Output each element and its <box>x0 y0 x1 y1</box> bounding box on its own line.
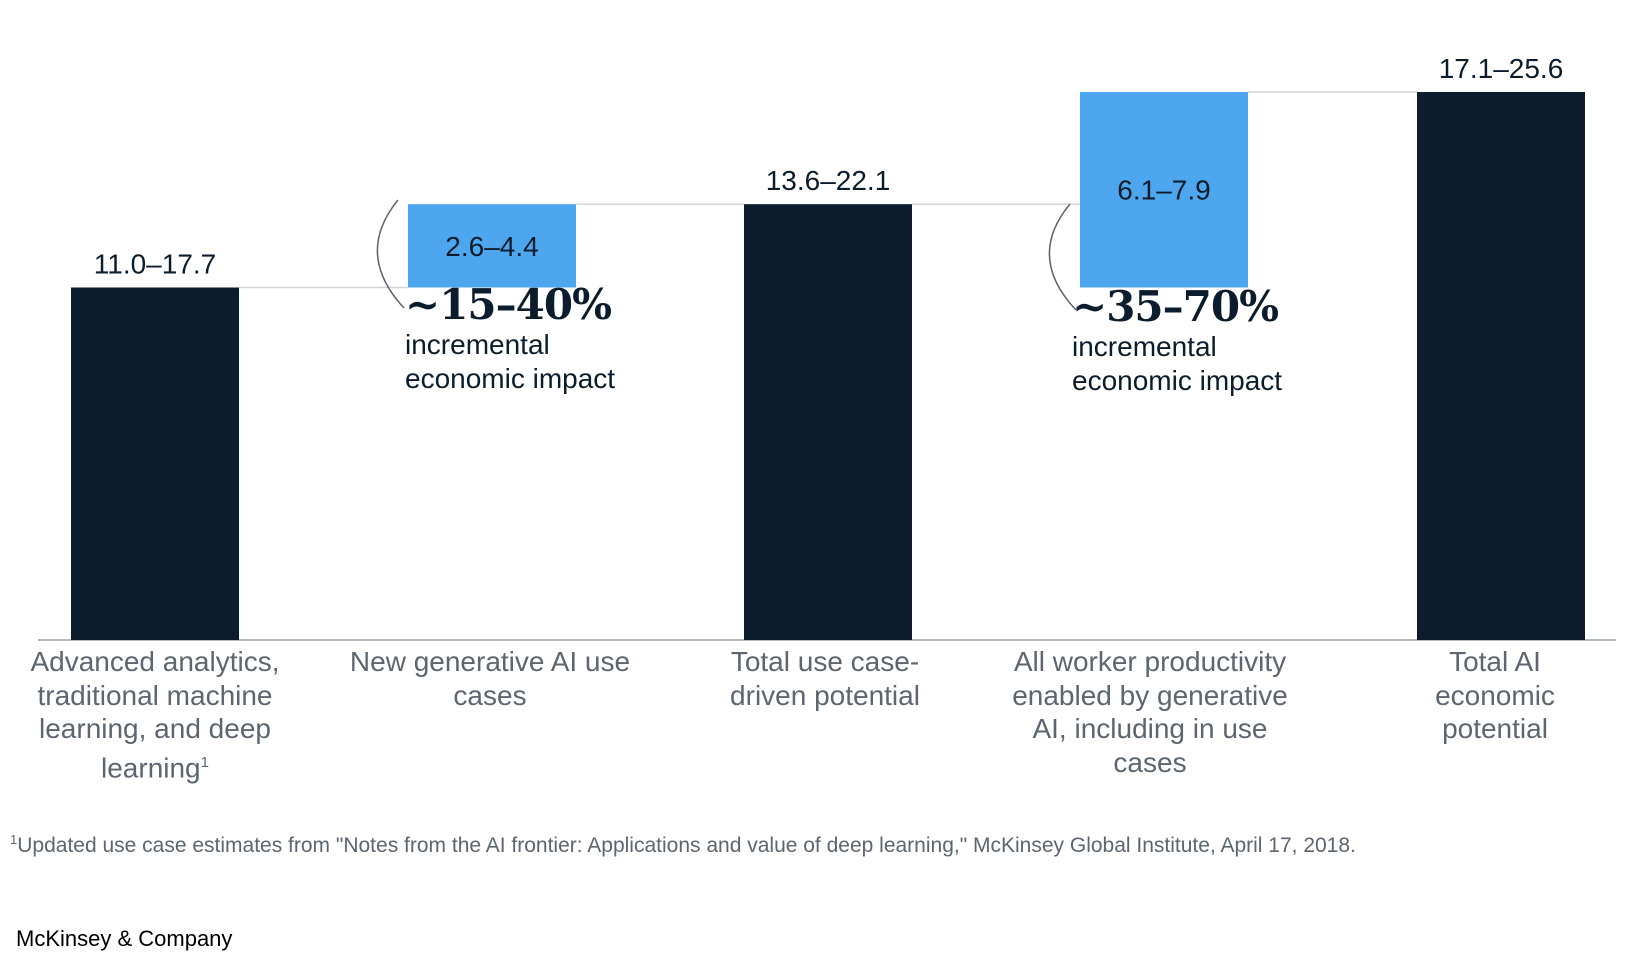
annotation-percent: ~35–70% <box>1072 282 1279 331</box>
bar-2 <box>744 204 912 640</box>
data-label-1: 2.6–4.4 <box>445 231 538 262</box>
annotation-genai-use-cases: ~15–40% incremental economic impact <box>405 282 665 396</box>
annotation-text: incremental economic impact <box>405 329 616 394</box>
brand-logo-text: McKinsey & Company <box>16 926 233 951</box>
annotation-worker-productivity: ~35–70% incremental economic impact <box>1072 284 1332 398</box>
bar-0 <box>71 287 239 640</box>
annotation-bracket-1 <box>1048 203 1077 311</box>
footnote-text: Updated use case estimates from "Notes f… <box>17 834 1356 857</box>
data-label-0: 11.0–17.7 <box>94 248 217 279</box>
category-label-total-use-case-potential: Total use case-driven potential <box>730 646 920 711</box>
bar-4 <box>1417 92 1585 640</box>
category-label-total-ai-potential: Total AI economic potential <box>1435 646 1555 744</box>
data-label-2: 13.6–22.1 <box>766 165 891 196</box>
bar-3 <box>1080 92 1248 288</box>
data-label-4: 17.1–25.6 <box>1439 53 1564 84</box>
footnote: 1Updated use case estimates from "Notes … <box>10 832 1356 858</box>
annotation-percent: ~15–40% <box>405 280 612 329</box>
category-label-worker-productivity: All worker productivity enabled by gener… <box>1012 646 1288 778</box>
category-label-advanced-analytics: Advanced analytics, traditional machine … <box>30 646 280 783</box>
bar-1 <box>408 204 576 288</box>
annotation-text: incremental economic impact <box>1072 331 1283 396</box>
annotation-bracket-0 <box>376 199 405 309</box>
footnote-marker: 1 <box>10 832 18 847</box>
category-label-new-genai-use-cases: New generative AI use cases <box>349 646 631 711</box>
data-label-3: 6.1–7.9 <box>1117 175 1210 206</box>
